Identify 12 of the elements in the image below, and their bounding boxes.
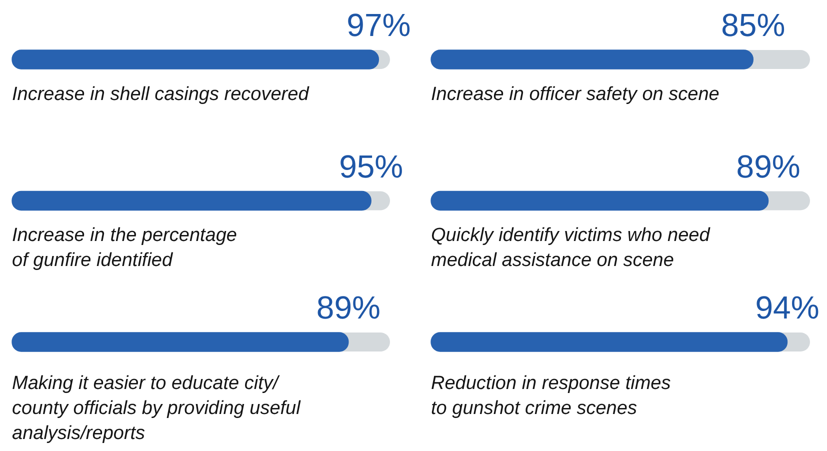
data-label: 95%	[339, 148, 404, 184]
y-tick-label: Quickly identify victims who need medical assistance on scene	[431, 224, 710, 274]
data-label: 94%	[755, 290, 820, 326]
data-label: 85%	[721, 7, 786, 43]
y-tick-label: Making it easier to educate city/ county officials by providing useful analysis/reports	[12, 372, 300, 446]
y-tick-label: Increase in the percentage of gunfire identified	[12, 224, 237, 274]
data-label: 97%	[346, 7, 411, 43]
data-label: 89%	[316, 290, 380, 326]
y-tick-label: Reduction in response times to gunshot crime scenes	[431, 372, 671, 420]
y-tick-label: Increase in shell casings recovered	[12, 83, 309, 107]
data-label: 89%	[736, 148, 800, 184]
y-tick-label: Increase in officer safety on scene	[431, 83, 720, 107]
